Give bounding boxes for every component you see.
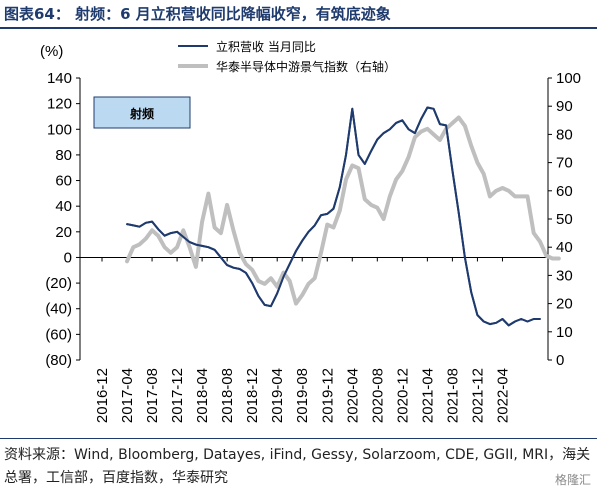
title-underline (0, 27, 597, 29)
x-tick-label: 2019-12 (319, 368, 336, 423)
series-line-revenue-top (126, 106, 540, 327)
left-tick-label: 20 (55, 224, 72, 241)
x-tick-label: 2021-08 (444, 368, 461, 423)
x-tick-label: 2020-08 (369, 368, 386, 423)
watermark-logo: 格隆汇 (554, 473, 591, 487)
right-tick-label: 70 (556, 155, 573, 172)
x-tick-label: 2018-08 (219, 368, 236, 423)
legend-label: 立积营收 当月同比 (216, 39, 316, 54)
x-tick-label: 2019-08 (294, 368, 311, 423)
x-tick-label: 2020-04 (344, 368, 361, 423)
left-tick-label: 0 (64, 249, 72, 266)
left-tick-label: 120 (47, 96, 72, 113)
right-tick-label: 10 (556, 324, 573, 341)
x-tick-label: 2021-12 (469, 368, 486, 423)
right-tick-label: 80 (556, 126, 573, 143)
x-tick-label: 2016-12 (94, 368, 111, 423)
footer-divider (0, 438, 597, 439)
line-chart: (%)140120100806040200(20)(40)(60)(80)100… (40, 39, 581, 423)
x-tick-label: 2020-12 (394, 368, 411, 423)
left-tick-label: (40) (45, 301, 72, 318)
left-tick-label: 80 (55, 147, 72, 164)
left-tick-label: (20) (45, 275, 72, 292)
legend-label: 华泰半导体中游景气指数（右轴） (216, 59, 396, 74)
left-tick-label: (60) (45, 326, 72, 343)
left-tick-label: 140 (47, 70, 72, 87)
right-tick-label: 30 (556, 267, 573, 284)
x-tick-label: 2017-08 (144, 368, 161, 423)
right-tick-label: 90 (556, 98, 573, 115)
right-tick-label: 50 (556, 211, 573, 228)
x-tick-label: 2021-04 (419, 368, 436, 423)
right-tick-label: 40 (556, 239, 573, 256)
left-axis-unit: (%) (40, 43, 63, 60)
source-note: 资料来源：Wind, Bloomberg, Datayes, iFind, Ge… (4, 447, 591, 486)
label-box (93, 96, 191, 129)
right-tick-label: 20 (556, 296, 573, 313)
right-tick-label: 100 (556, 70, 581, 87)
series-line-index (125, 115, 561, 306)
right-tick-label: 0 (556, 352, 564, 369)
x-tick-label: 2017-12 (169, 368, 186, 423)
x-tick-label: 2018-12 (244, 368, 261, 423)
x-tick-label: 2022-04 (494, 368, 511, 423)
x-tick-label: 2018-04 (194, 368, 211, 423)
left-tick-label: 40 (55, 198, 72, 215)
label-box-text: 射频 (129, 106, 154, 121)
title-bar: 图表64： 射频：6 月立积营收同比降幅收窄，有筑底迹象 (0, 0, 597, 29)
left-tick-label: 100 (47, 121, 72, 138)
x-tick-label: 2019-04 (269, 368, 286, 423)
left-tick-label: 60 (55, 173, 72, 190)
series-line-revenue (126, 106, 541, 327)
left-tick-label: (80) (45, 352, 72, 369)
right-tick-label: 60 (556, 183, 573, 200)
figure-title: 图表64： 射频：6 月立积营收同比降幅收窄，有筑底迹象 (4, 5, 391, 23)
x-tick-label: 2017-04 (119, 368, 136, 423)
